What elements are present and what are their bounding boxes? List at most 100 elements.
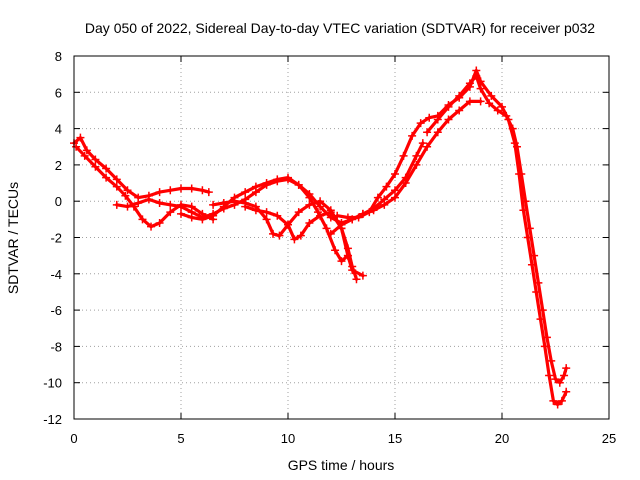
data-point bbox=[155, 188, 164, 197]
data-point bbox=[102, 173, 111, 182]
data-point bbox=[262, 215, 271, 224]
data-point bbox=[241, 202, 250, 211]
data-point bbox=[408, 131, 417, 140]
data-point bbox=[123, 186, 132, 195]
data-point bbox=[553, 400, 562, 409]
series-track-4 bbox=[177, 173, 352, 266]
data-point bbox=[177, 202, 185, 211]
y-tick-label: -6 bbox=[50, 303, 62, 318]
y-tick-label: 0 bbox=[55, 194, 62, 209]
series-track-6 bbox=[241, 202, 361, 284]
data-point bbox=[144, 195, 153, 204]
data-point bbox=[358, 271, 367, 280]
data-point bbox=[508, 124, 517, 133]
data-point bbox=[80, 151, 89, 160]
data-point bbox=[549, 396, 558, 405]
data-point bbox=[433, 128, 442, 137]
data-point bbox=[391, 193, 399, 202]
data-point bbox=[166, 186, 175, 195]
data-point bbox=[416, 119, 425, 128]
data-point bbox=[82, 146, 91, 155]
data-point bbox=[465, 79, 474, 88]
data-point bbox=[472, 71, 481, 80]
data-point bbox=[337, 220, 346, 229]
data-point bbox=[502, 111, 511, 120]
data-point bbox=[485, 99, 494, 108]
data-point bbox=[219, 199, 228, 208]
data-point bbox=[412, 151, 421, 160]
data-point bbox=[294, 180, 303, 189]
chart-title: Day 050 of 2022, Sidereal Day-to-day VTE… bbox=[85, 20, 595, 36]
data-point bbox=[545, 371, 554, 380]
data-point bbox=[444, 115, 453, 124]
data-point bbox=[391, 186, 399, 195]
data-point bbox=[525, 224, 534, 233]
data-point bbox=[262, 179, 271, 188]
y-tick-label: -2 bbox=[50, 231, 62, 246]
data-series bbox=[70, 66, 571, 409]
data-point bbox=[547, 356, 556, 365]
data-point bbox=[147, 222, 156, 231]
data-point bbox=[423, 142, 432, 151]
data-point bbox=[512, 142, 521, 151]
data-point bbox=[498, 102, 506, 111]
data-point bbox=[551, 375, 560, 384]
data-point bbox=[493, 106, 502, 115]
data-point bbox=[275, 231, 284, 240]
data-point bbox=[412, 160, 421, 169]
data-point bbox=[262, 208, 271, 217]
x-tick-label: 10 bbox=[281, 431, 295, 446]
data-point bbox=[138, 215, 147, 224]
data-point bbox=[534, 278, 543, 287]
data-point bbox=[72, 142, 81, 151]
data-point bbox=[305, 218, 314, 227]
data-point bbox=[373, 193, 382, 202]
y-tick-label: 6 bbox=[55, 85, 62, 100]
data-point bbox=[331, 246, 340, 255]
data-point bbox=[198, 215, 207, 224]
data-point bbox=[343, 213, 352, 222]
grid-lines bbox=[74, 56, 609, 419]
data-point bbox=[322, 224, 331, 233]
data-point bbox=[294, 208, 303, 217]
data-point bbox=[476, 84, 485, 93]
data-point bbox=[305, 193, 314, 202]
data-point bbox=[455, 91, 464, 100]
data-point bbox=[155, 199, 164, 208]
data-point bbox=[177, 184, 185, 193]
data-point bbox=[284, 173, 292, 182]
x-tick-label: 20 bbox=[495, 431, 509, 446]
data-point bbox=[230, 197, 239, 206]
data-point bbox=[391, 169, 399, 178]
data-point bbox=[423, 128, 432, 137]
series-track-9 bbox=[423, 71, 571, 387]
tick-labels: 0 5 10 15 20 25 -12 -10 -8 -6 -4 -2 0 2 4 6 8 bbox=[43, 49, 616, 446]
y-tick-label: -12 bbox=[43, 412, 62, 427]
data-point bbox=[198, 186, 207, 195]
y-tick-label: -10 bbox=[43, 376, 62, 391]
data-point bbox=[521, 197, 530, 206]
x-tick-label: 5 bbox=[177, 431, 184, 446]
data-point bbox=[290, 235, 299, 244]
data-point bbox=[251, 206, 260, 215]
data-point bbox=[91, 162, 100, 171]
y-axis-label: SDTVAR / TECUs bbox=[5, 182, 21, 294]
data-point bbox=[530, 251, 539, 260]
data-point bbox=[380, 200, 389, 209]
data-point bbox=[187, 184, 196, 193]
data-point bbox=[209, 211, 218, 220]
data-point bbox=[316, 211, 325, 220]
data-point bbox=[316, 197, 325, 206]
data-point bbox=[425, 113, 434, 122]
data-point bbox=[112, 182, 121, 191]
data-point bbox=[354, 213, 363, 222]
data-point bbox=[305, 200, 314, 209]
data-point bbox=[542, 333, 551, 342]
data-point bbox=[112, 175, 121, 184]
data-point bbox=[562, 364, 571, 373]
data-point bbox=[134, 199, 143, 208]
data-point bbox=[269, 229, 278, 238]
data-point bbox=[455, 106, 464, 115]
